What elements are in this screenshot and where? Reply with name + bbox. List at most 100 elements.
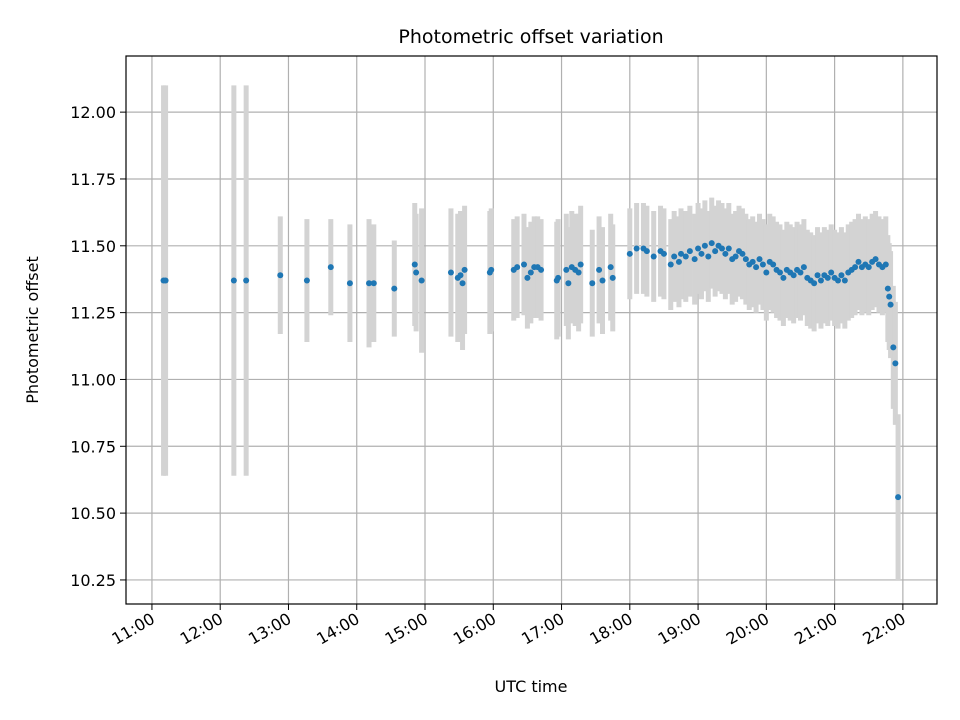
data-point (887, 301, 894, 308)
data-point (682, 253, 689, 260)
y-tick-label: 12.00 (70, 103, 116, 122)
data-point (609, 274, 616, 281)
data-point (514, 264, 521, 271)
data-point (457, 272, 464, 279)
plot-frame (125, 55, 938, 605)
data-point (890, 344, 897, 351)
data-point (865, 264, 872, 271)
data-point (370, 280, 377, 287)
data-point (391, 285, 398, 292)
data-point (411, 261, 418, 268)
data-point (814, 272, 821, 279)
data-point (563, 266, 570, 273)
data-points (160, 240, 902, 501)
data-point (691, 256, 698, 263)
data-point (749, 258, 756, 265)
data-point (162, 277, 169, 284)
data-point (418, 277, 425, 284)
data-point (797, 269, 804, 276)
data-point (607, 264, 614, 271)
data-point (895, 494, 902, 501)
data-point (718, 245, 725, 252)
data-point (855, 258, 862, 265)
data-point (892, 360, 899, 367)
data-point (835, 277, 842, 284)
data-point (675, 258, 682, 265)
data-point (705, 253, 712, 260)
data-point (555, 274, 562, 281)
x-axis-label: UTC time (495, 677, 568, 696)
data-point (633, 245, 640, 252)
data-point (527, 269, 534, 276)
data-point (599, 277, 606, 284)
data-point (678, 250, 685, 257)
data-point (461, 266, 468, 273)
chart-title: Photometric offset variation (398, 26, 663, 48)
data-point (725, 245, 732, 252)
y-axis-label: Photometric offset (23, 256, 42, 404)
data-point (626, 250, 633, 257)
y-tick-label: 11.75 (70, 170, 116, 189)
data-point (841, 277, 848, 284)
data-point (742, 256, 749, 263)
y-tick-label: 11.50 (70, 237, 116, 256)
data-point (770, 261, 777, 268)
data-point (459, 280, 466, 287)
data-point (686, 248, 693, 255)
data-point (538, 266, 545, 273)
data-point (817, 277, 824, 284)
data-point (759, 261, 766, 268)
data-point (243, 277, 250, 284)
data-point (575, 269, 582, 276)
data-point (650, 253, 657, 260)
data-point (660, 250, 667, 257)
data-point (488, 266, 495, 273)
data-point (732, 253, 739, 260)
data-point (701, 242, 708, 249)
data-point (230, 277, 237, 284)
data-point (643, 248, 650, 255)
data-point (753, 264, 760, 271)
data-point (828, 269, 835, 276)
data-point (698, 250, 705, 257)
data-point (346, 280, 353, 287)
data-point (838, 272, 845, 279)
grid (126, 56, 937, 604)
data-point (776, 269, 783, 276)
data-point (413, 269, 420, 276)
y-axis: 10.25 10.50 10.75 11.00 11.25 11.50 11.75 12.00 (70, 103, 126, 590)
data-point (303, 277, 310, 284)
data-point (852, 264, 859, 271)
data-point (667, 261, 674, 268)
data-point (780, 274, 787, 281)
data-point (800, 264, 807, 271)
data-point (712, 248, 719, 255)
y-tick-label: 10.50 (70, 504, 116, 523)
data-point (577, 261, 584, 268)
data-point (790, 272, 797, 279)
data-point (722, 250, 729, 257)
y-tick-label: 10.75 (70, 437, 116, 456)
data-point (671, 253, 678, 260)
data-point (520, 261, 527, 268)
data-point (872, 256, 879, 263)
data-point (447, 269, 454, 276)
data-point (882, 261, 889, 268)
data-point (756, 256, 763, 263)
data-point (327, 264, 334, 271)
data-point (708, 240, 715, 247)
y-tick-label: 11.25 (70, 304, 116, 323)
data-point (886, 293, 893, 300)
data-point (824, 274, 831, 281)
data-point (695, 245, 702, 252)
data-point (739, 250, 746, 257)
data-point (366, 280, 373, 287)
y-tick-label: 10.25 (70, 571, 116, 590)
data-point (277, 272, 284, 279)
data-point (884, 285, 891, 292)
y-tick-label: 11.00 (70, 370, 116, 389)
data-point (589, 280, 596, 287)
data-point (811, 280, 818, 287)
